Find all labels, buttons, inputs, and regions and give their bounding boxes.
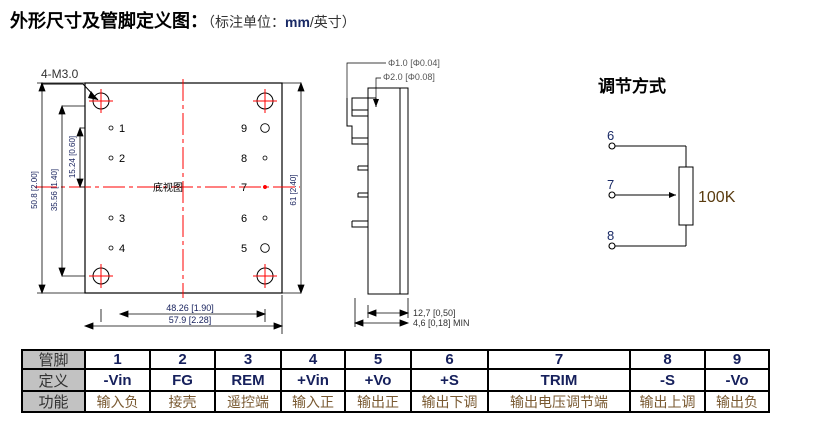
svg-text:Φ1.0 [Φ0.04]: Φ1.0 [Φ0.04] xyxy=(388,58,440,68)
svg-text:4,6 [0,18] MIN: 4,6 [0,18] MIN xyxy=(413,318,470,328)
svg-text:8: 8 xyxy=(241,153,247,165)
svg-text:7: 7 xyxy=(241,182,247,194)
svg-text:50.8 [2.00]: 50.8 [2.00] xyxy=(30,171,39,209)
svg-text:2: 2 xyxy=(119,153,125,165)
svg-text:调节方式: 调节方式 xyxy=(598,76,666,96)
svg-text:4-M3.0: 4-M3.0 xyxy=(41,67,79,81)
svg-text:35.56 [1.40]: 35.56 [1.40] xyxy=(50,169,59,211)
svg-text:9: 9 xyxy=(241,123,247,135)
svg-text:Φ2.0 [Φ0.08]: Φ2.0 [Φ0.08] xyxy=(383,72,435,82)
svg-text:底视图: 底视图 xyxy=(153,181,183,194)
svg-text:7: 7 xyxy=(607,177,614,192)
svg-text:6: 6 xyxy=(241,213,247,225)
svg-text:5: 5 xyxy=(241,243,247,255)
svg-text:100K: 100K xyxy=(698,189,736,206)
svg-text:48.26 [1.90]: 48.26 [1.90] xyxy=(166,303,214,313)
svg-text:57.9 [2.28]: 57.9 [2.28] xyxy=(169,315,212,325)
svg-text:15.24 [0.60]: 15.24 [0.60] xyxy=(68,136,77,178)
svg-text:6: 6 xyxy=(607,128,614,143)
svg-text:61 [2.40]: 61 [2.40] xyxy=(289,174,298,205)
svg-text:8: 8 xyxy=(607,228,614,243)
svg-text:12,7 [0,50]: 12,7 [0,50] xyxy=(413,308,456,318)
svg-text:4: 4 xyxy=(119,243,125,255)
svg-text:3: 3 xyxy=(119,213,125,225)
svg-text:1: 1 xyxy=(119,123,125,135)
